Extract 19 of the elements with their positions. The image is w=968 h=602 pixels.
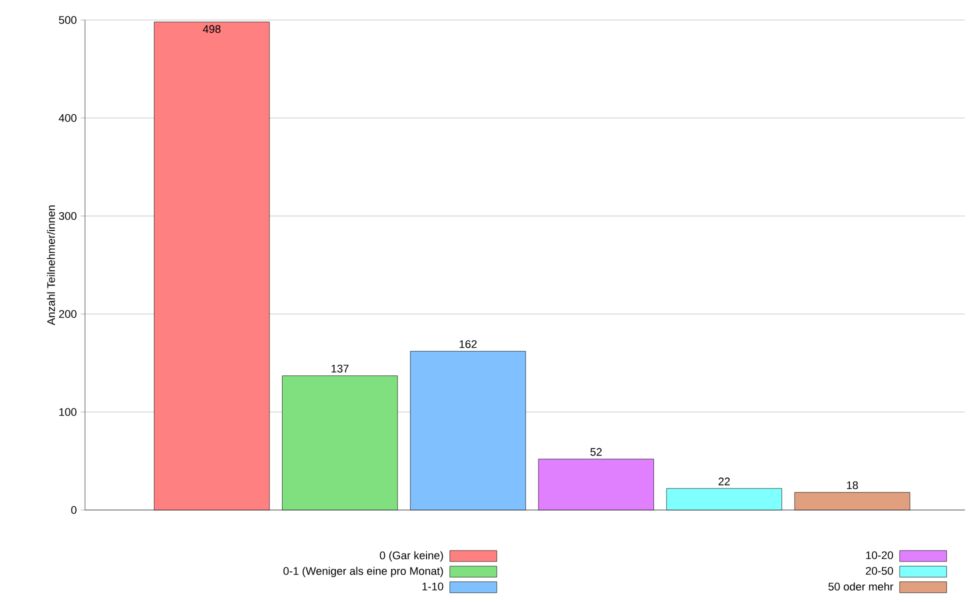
legend-label: 50 oder mehr	[828, 582, 894, 591]
data-label: 137	[332, 364, 349, 373]
y-tick-label: 0	[71, 506, 76, 514]
data-label: 22	[718, 478, 730, 486]
y-tick-label: 100	[59, 408, 76, 416]
data-label: 52	[590, 448, 602, 456]
legend-label: 10-20	[866, 551, 894, 560]
legend-label: 0-1 (Weniger als eine pro Monat)	[283, 566, 443, 578]
y-tick-label: 400	[58, 114, 76, 122]
legend-label: 20-50	[866, 566, 894, 575]
y-tick-label: 200	[59, 310, 76, 318]
y-tick-label: 500	[58, 16, 76, 24]
y-tick-label: 300	[58, 212, 76, 220]
data-label: 18	[847, 481, 858, 490]
data-label: 162	[460, 340, 477, 348]
data-label: 498	[202, 25, 221, 33]
legend-label: 1-10	[422, 582, 444, 590]
legend-label: 0 (Gar keine)	[380, 551, 443, 562]
y-axis-title: Anzahl Teilnehmer/innen	[46, 205, 55, 326]
